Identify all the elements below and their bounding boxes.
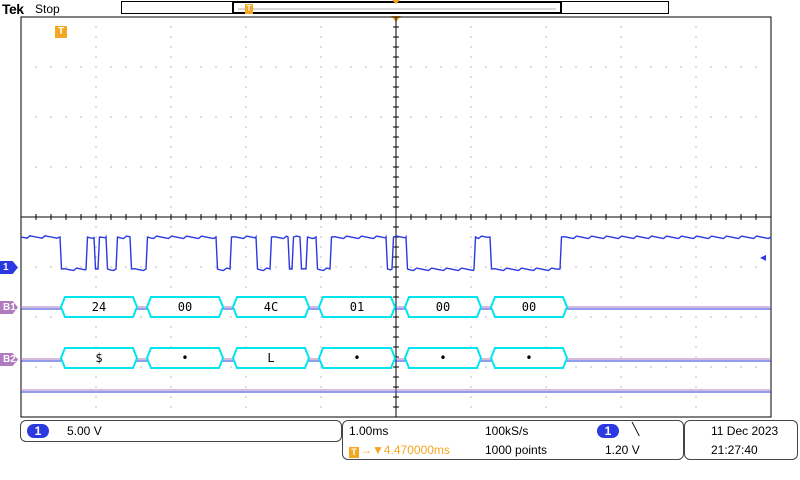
bus-1-decode-row: 24 00 4C 01 00 00 — [59, 296, 569, 318]
bus-1-packet — [59, 296, 139, 318]
bus-2-packet — [317, 347, 397, 369]
graticule — [20, 16, 772, 418]
bus-2-decode-row: $ • L • • • — [59, 347, 569, 369]
trigger-point-icon: T — [55, 26, 67, 38]
trigger-level: 1.20 V — [605, 443, 640, 457]
bus-2-packet-value: • — [525, 351, 532, 365]
bus-1-packet — [317, 296, 397, 318]
record-trigger-marker: T — [245, 4, 253, 14]
channel-number-badge: 1 — [27, 424, 49, 438]
bus-1-packet-value: 00 — [522, 300, 536, 314]
bus-2-packet — [231, 347, 311, 369]
time: 21:27:40 — [711, 443, 758, 457]
bus-2-packet-value: • — [439, 351, 446, 365]
bus-2-marker[interactable]: B2 — [0, 353, 18, 366]
bus-1-packet — [489, 296, 569, 318]
date: 11 Dec 2023 — [711, 424, 779, 438]
bus-lines — [21, 306, 771, 393]
acquisition-readout[interactable]: 1.00ms 100kS/s 1 ╲ T →▼4.470000ms 1000 po… — [342, 420, 684, 460]
bus-1-packet-value: 4C — [264, 300, 278, 314]
trigger-source-badge: 1 — [597, 424, 619, 438]
bus-2-packet-value: • — [181, 351, 188, 365]
bus-2-packet — [489, 347, 569, 369]
channel-scale: 5.00 V — [67, 424, 102, 438]
channel-1-marker[interactable]: 1 — [0, 261, 18, 274]
bus-1-packet-value: 01 — [350, 300, 364, 314]
bus-1-packet-value: 00 — [178, 300, 192, 314]
brand-logo: Tek — [2, 1, 24, 17]
bus-1-packet — [145, 296, 225, 318]
bus-2-packet — [403, 347, 483, 369]
trigger-level-arrow-icon: ◂ — [760, 250, 767, 264]
bus-2-packet-value: L — [267, 351, 274, 365]
bus-1-packet-value: 00 — [436, 300, 450, 314]
bus-2-packet — [59, 347, 139, 369]
trigger-icon: T — [349, 447, 359, 458]
record-length: 1000 points — [485, 443, 548, 457]
bus-1-marker[interactable]: B1 — [0, 301, 18, 314]
sample-rate: 100kS/s — [485, 424, 529, 438]
bus-2-packet — [145, 347, 225, 369]
channel-1-trace — [20, 234, 772, 272]
time-per-division: 1.00ms — [349, 424, 389, 438]
bus-1-packet — [403, 296, 483, 318]
run-state-label: Stop — [35, 2, 60, 16]
bus-1-packet-value: 24 — [92, 300, 106, 314]
channel-1-waveform — [20, 234, 772, 272]
trigger-delay: →▼4.470000ms — [360, 443, 450, 457]
channel-readout[interactable]: 1 5.00 V — [20, 420, 342, 442]
bus-2-packet-value: $ — [95, 351, 102, 365]
record-view-track — [238, 8, 556, 10]
top-bar: Tek Stop T — [0, 0, 800, 18]
trigger-delay-readout: T →▼4.470000ms — [349, 443, 450, 458]
falling-edge-icon: ╲ — [632, 422, 640, 436]
bus-2-packet-value: • — [353, 351, 360, 365]
bus-1-packet — [231, 296, 311, 318]
record-center-marker — [391, 0, 401, 4]
date-time-readout: 11 Dec 2023 21:27:40 — [684, 420, 798, 460]
